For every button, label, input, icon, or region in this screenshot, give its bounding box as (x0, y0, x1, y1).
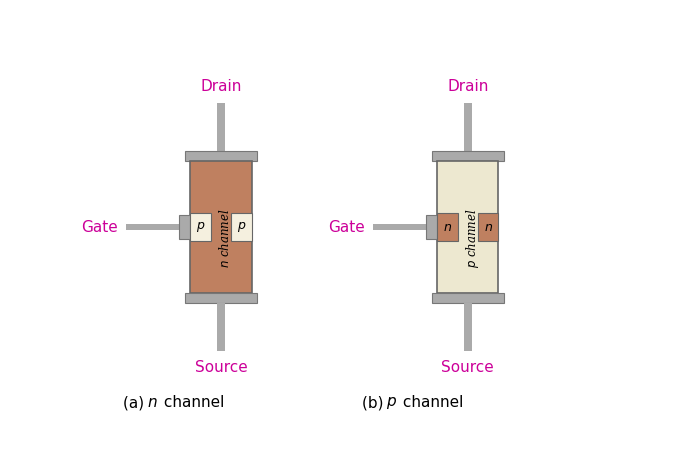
Bar (179, 215, 190, 239)
Bar (437, 161, 499, 293)
Bar (425, 215, 437, 239)
Bar (432, 151, 503, 161)
Bar (185, 151, 257, 161)
Bar (478, 213, 499, 241)
Bar (373, 224, 425, 230)
Text: channel: channel (398, 395, 463, 410)
Text: $p$: $p$ (386, 395, 397, 410)
Text: $n$ channel: $n$ channel (219, 208, 232, 268)
Text: $p$: $p$ (237, 220, 246, 234)
Bar (126, 224, 179, 230)
Bar (432, 293, 503, 303)
Text: (a): (a) (123, 395, 149, 410)
Text: Drain: Drain (447, 79, 488, 95)
Text: $n$: $n$ (443, 220, 452, 234)
Text: Gate: Gate (81, 219, 118, 235)
Text: Source: Source (441, 360, 495, 375)
Bar (190, 161, 251, 293)
Text: Drain: Drain (200, 79, 242, 95)
Bar (216, 303, 225, 351)
Text: (b): (b) (362, 395, 388, 410)
Text: Gate: Gate (328, 219, 364, 235)
Text: channel: channel (159, 395, 224, 410)
Bar (185, 293, 257, 303)
Bar (216, 104, 225, 151)
Text: Source: Source (195, 360, 247, 375)
Bar (437, 213, 458, 241)
Bar (464, 104, 472, 151)
Text: $p$: $p$ (196, 220, 206, 234)
Text: $n$: $n$ (484, 220, 493, 234)
Text: $p$ channel: $p$ channel (464, 208, 481, 268)
Bar (464, 303, 472, 351)
Text: $n$: $n$ (147, 396, 158, 409)
Bar (232, 213, 251, 241)
Bar (190, 213, 211, 241)
